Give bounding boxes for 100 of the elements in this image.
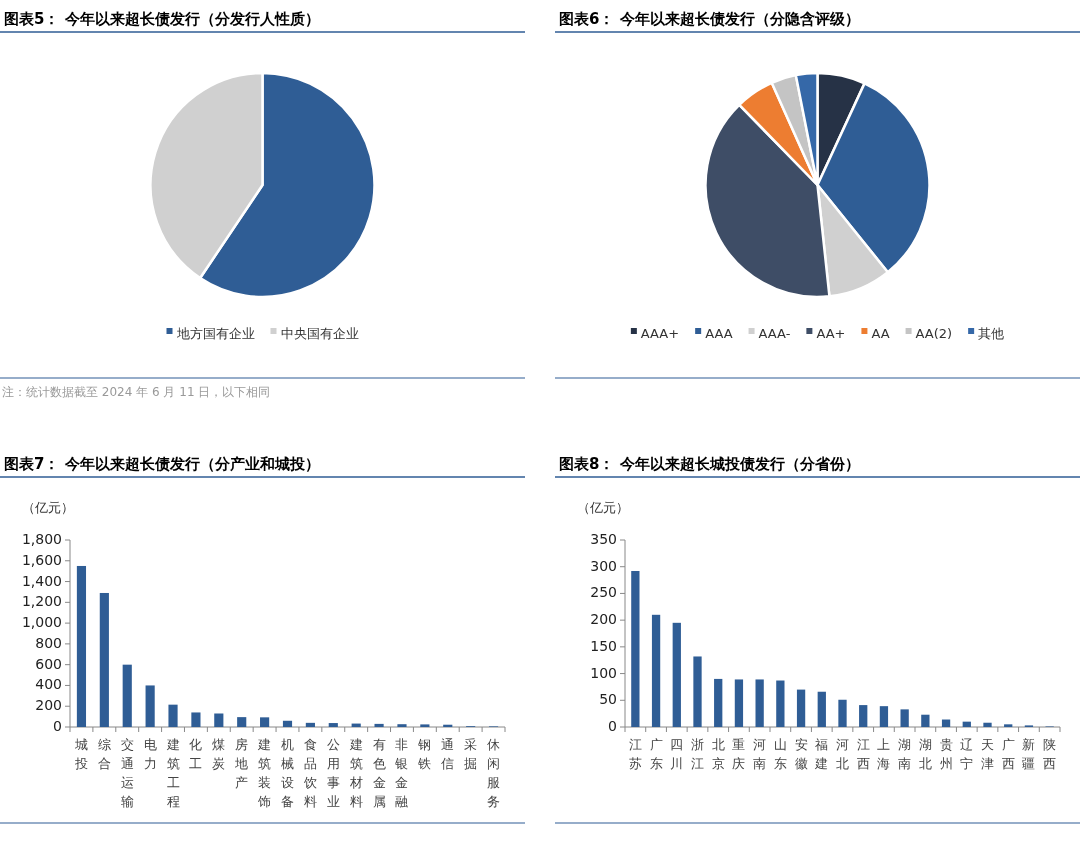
y-tick-label: 800 [35,634,62,651]
x-tick-label: 有色金属 [372,737,386,809]
x-tick-label: 建筑工程 [165,737,180,809]
x-tick-label: 湖南 [898,737,912,771]
x-tick-label: 电力 [143,737,157,771]
y-tick-label: 1,600 [21,551,62,568]
bar [260,717,270,727]
y-tick-label: 1,000 [21,614,62,631]
y-tick-label: 200 [590,611,617,628]
bar [796,689,806,727]
x-tick-label: 天津 [981,737,994,771]
x-tick-label: 机械设备 [281,737,294,809]
x-tick-label: 江西 [856,737,870,771]
x-tick-label: 休闲服务 [487,737,501,809]
legend-label: 地方国有企业 [175,325,255,341]
legend-label: 中央国有企业 [280,325,359,341]
x-tick-label: 北京 [711,737,725,771]
chart-title: 图表8： 今年以来超长城投债发行（分省份） [559,455,860,473]
x-tick-label: 江苏 [628,737,642,771]
chart-title: 图表5： 今年以来超长债发行（分发行人性质） [4,10,320,28]
bar [941,719,951,727]
bar [859,705,868,727]
x-tick-label: 交通运输 [120,737,134,809]
bar [282,720,293,727]
x-tick-label: 通信 [441,737,455,771]
bar [776,680,785,727]
bar [76,565,87,727]
bar [305,722,315,727]
y-axis-title: （亿元） [577,500,629,515]
bar [817,691,826,727]
x-tick-label: 采掘 [464,737,478,771]
legend-label: 其他 [978,325,1005,341]
x-tick-label: 湖北 [918,737,932,771]
y-tick-label: 300 [590,557,617,574]
x-tick-label: 建筑材料 [348,737,363,809]
y-tick-label: 200 [35,697,62,714]
bar [651,614,661,727]
bar [122,664,132,727]
bar [714,678,723,727]
y-tick-label: 1,400 [21,572,62,589]
legend-label: AA+ [816,325,846,341]
x-tick-label: 城投 [73,737,88,771]
bar [420,724,430,727]
x-tick-label: 食品饮料 [302,737,317,809]
y-tick-label: 50 [599,691,617,708]
legend-label: AAA+ [640,325,680,341]
x-tick-label: 辽宁 [960,737,974,771]
legend-label: AA [871,325,890,341]
text: 注：统计数据截至 2024 年 6 月 11 日，以下相同 [2,385,271,399]
bar [879,706,889,727]
x-tick-label: 浙江 [691,737,704,771]
x-tick-label: 综合 [97,737,111,771]
y-tick-label: 350 [590,531,617,547]
x-tick-label: 广东 [649,737,663,771]
bar [214,713,224,727]
bar [374,723,384,727]
y-tick-label: 0 [608,718,617,734]
x-tick-label: 化工 [189,737,203,771]
x-tick-label: 陕西 [1043,737,1057,771]
y-tick-label: 1,800 [21,531,62,547]
y-tick-label: 600 [35,655,62,672]
bar [983,722,992,727]
bar [755,679,764,727]
bar [631,570,640,727]
x-tick-label: 上海 [877,737,891,771]
x-tick-label: 建筑装饰 [257,737,272,809]
chart-title: 图表7： 今年以来超长债发行（分产业和城投） [4,455,320,473]
x-tick-label: 公用事业 [326,737,340,809]
bar [99,592,109,727]
x-tick-label: 四川 [670,737,684,771]
x-tick-label: 安徽 [794,737,808,771]
bar [237,717,247,727]
legend-label: AAA [705,325,733,341]
bar [900,709,909,727]
y-tick-label: 0 [53,718,62,734]
x-tick-label: 福建 [814,737,829,771]
x-tick-label: 重庆 [732,737,746,771]
bar [168,704,178,727]
bar [734,679,744,727]
bar [191,712,201,727]
legend-label: AAA- [758,325,791,341]
y-tick-label: 150 [590,637,617,654]
bar [397,724,407,727]
bar [672,622,681,727]
x-tick-label: 贵州 [939,737,953,771]
y-tick-label: 1,200 [21,593,62,610]
bar [145,685,155,727]
bar [921,714,930,727]
y-tick-label: 400 [35,676,62,693]
x-tick-label: 广西 [1001,737,1015,771]
bar [328,723,338,727]
chart-title: 图表6： 今年以来超长债发行（分隐含评级） [559,10,860,28]
bar [838,699,847,727]
bar [693,656,702,727]
x-tick-label: 房地产 [234,737,249,790]
x-tick-label: 钢铁 [417,737,432,771]
x-tick-label: 煤炭 [212,737,226,771]
bar [1004,724,1013,727]
x-tick-label: 河南 [753,737,767,771]
bar [962,721,971,727]
